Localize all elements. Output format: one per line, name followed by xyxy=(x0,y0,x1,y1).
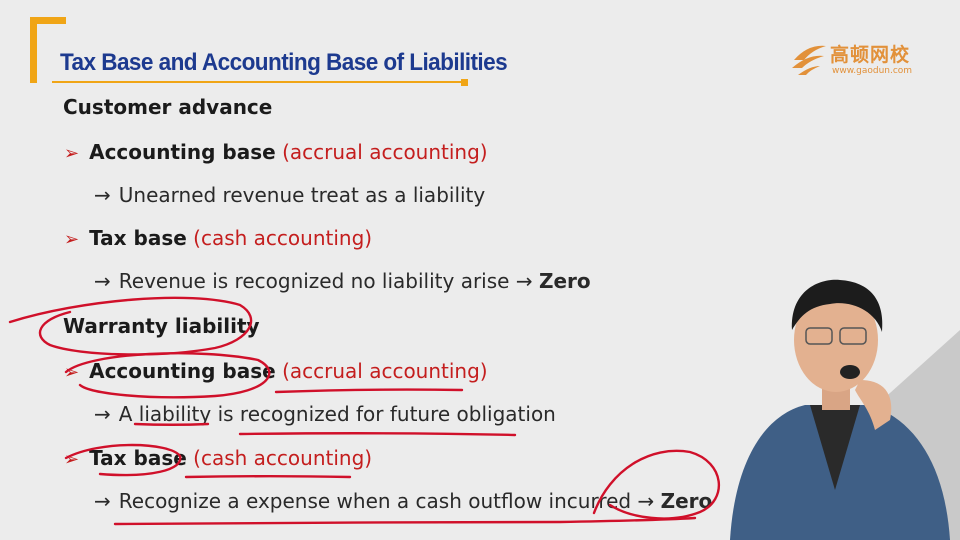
bullet-note: (cash accounting) xyxy=(193,226,373,250)
ink-underline-expense-line xyxy=(113,516,697,526)
detail-text: Revenue is recognized no liability arise xyxy=(118,269,510,293)
microphone xyxy=(840,365,860,379)
detail-text: Recognize a expense when a cash outflow … xyxy=(118,489,632,513)
detail-text: Unearned revenue treat as a liability xyxy=(118,183,486,207)
arrow-right-icon: → xyxy=(637,489,655,513)
title-underline xyxy=(52,81,466,83)
bullet-tax-base-2: ➢ Tax base (cash accounting) xyxy=(64,446,372,470)
arrow-right-icon: → xyxy=(515,269,533,293)
logo-url-text: www.gaodun.com xyxy=(832,66,913,76)
red-arrow-bullet-icon: ➢ xyxy=(64,449,80,470)
bullet-accounting-base-1: ➢ Accounting base (accrual accounting) xyxy=(64,140,488,164)
glasses-right xyxy=(839,327,867,345)
detail-line-2: → Revenue is recognized no liability aris… xyxy=(94,269,591,293)
result-text: Zero xyxy=(538,269,591,293)
presenter-shirt xyxy=(810,405,860,490)
arrow-right-icon: → xyxy=(94,183,111,207)
detail-line-3: → A liability is recognized for future ob… xyxy=(94,402,556,426)
gaodun-logo: 高顿网校 www.gaodun.com xyxy=(790,38,930,82)
bullet-label: Accounting base xyxy=(89,359,276,383)
detail-line-4: → Recognize a expense when a cash outflow… xyxy=(94,489,712,513)
bullet-label: Tax base xyxy=(89,226,187,250)
section-heading-warranty-liability: Warranty liability xyxy=(63,314,260,338)
presenter-hand xyxy=(855,380,892,430)
red-arrow-bullet-icon: ➢ xyxy=(64,143,80,164)
bullet-note: (cash accounting) xyxy=(193,446,373,470)
bullet-label: Tax base xyxy=(89,446,187,470)
logo-chinese-text: 高顿网校 xyxy=(830,44,911,66)
ink-underline-accrual xyxy=(274,388,464,394)
bullet-accounting-base-2: ➢ Accounting base (accrual accounting) xyxy=(64,359,488,383)
bullet-tax-base-1: ➢ Tax base (cash accounting) xyxy=(64,226,372,250)
ink-underline-cash-accounting xyxy=(184,475,352,479)
presenter-video xyxy=(730,279,960,540)
detail-line-1: → Unearned revenue treat as a liability xyxy=(94,183,485,207)
bullet-note: (accrual accounting) xyxy=(282,359,488,383)
logo-mark-icon xyxy=(792,45,826,75)
bullet-note: (accrual accounting) xyxy=(282,140,488,164)
arrow-right-icon: → xyxy=(94,489,111,513)
glasses-left xyxy=(805,327,833,345)
presenter-face xyxy=(794,288,878,392)
slide-title: Tax Base and Accounting Base of Liabilit… xyxy=(60,49,508,76)
title-bracket xyxy=(30,17,66,83)
arrow-right-icon: → xyxy=(94,402,111,426)
red-arrow-bullet-icon: ➢ xyxy=(64,229,80,250)
ink-underline-future-obligation xyxy=(238,432,517,437)
bullet-label: Accounting base xyxy=(89,140,276,164)
red-arrow-bullet-icon: ➢ xyxy=(64,362,80,383)
presenter-hair xyxy=(791,279,883,332)
detail-text: A liability is recognized for future obl… xyxy=(118,402,556,426)
arrow-right-icon: → xyxy=(94,269,111,293)
result-text: Zero xyxy=(660,489,713,513)
section-heading-customer-advance: Customer advance xyxy=(63,95,273,119)
title-underline-dot xyxy=(461,79,468,86)
